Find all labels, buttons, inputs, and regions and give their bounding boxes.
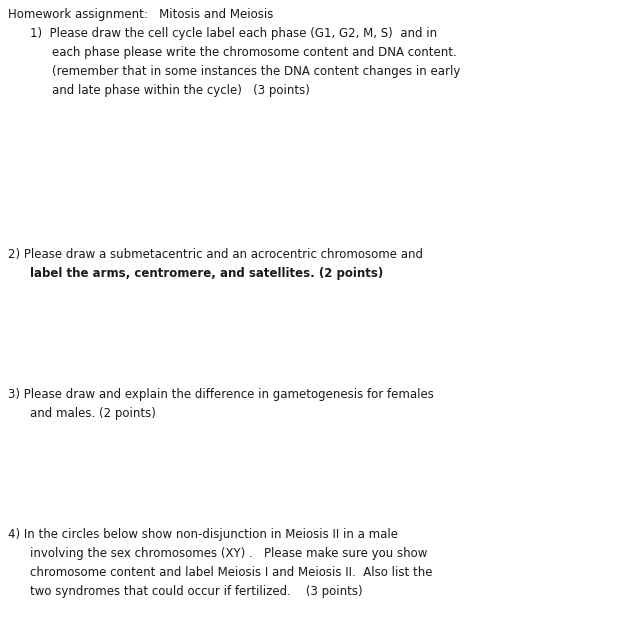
Text: and late phase within the cycle)   (3 points): and late phase within the cycle) (3 poin… bbox=[52, 84, 310, 97]
Text: and males. (2 points): and males. (2 points) bbox=[30, 407, 156, 420]
Text: label the arms, centromere, and satellites. (2 points): label the arms, centromere, and satellit… bbox=[30, 267, 383, 280]
Text: 3) Please draw and explain the difference in gametogenesis for females: 3) Please draw and explain the differenc… bbox=[8, 388, 434, 401]
Text: chromosome content and label Meiosis I and Meiosis II.  Also list the: chromosome content and label Meiosis I a… bbox=[30, 566, 432, 579]
Text: involving the sex chromosomes (XY) .   Please make sure you show: involving the sex chromosomes (XY) . Ple… bbox=[30, 547, 427, 560]
Text: 1)  Please draw the cell cycle label each phase (G1, G2, M, S)  and in: 1) Please draw the cell cycle label each… bbox=[30, 27, 437, 40]
Text: (remember that in some instances the DNA content changes in early: (remember that in some instances the DNA… bbox=[52, 65, 461, 78]
Text: 2) Please draw a submetacentric and an acrocentric chromosome and: 2) Please draw a submetacentric and an a… bbox=[8, 248, 423, 261]
Text: each phase please write the chromosome content and DNA content.: each phase please write the chromosome c… bbox=[52, 46, 457, 59]
Text: Homework assignment:   Mitosis and Meiosis: Homework assignment: Mitosis and Meiosis bbox=[8, 8, 273, 21]
Text: two syndromes that could occur if fertilized.    (3 points): two syndromes that could occur if fertil… bbox=[30, 585, 363, 598]
Text: 4) In the circles below show non-disjunction in Meiosis II in a male: 4) In the circles below show non-disjunc… bbox=[8, 528, 398, 541]
